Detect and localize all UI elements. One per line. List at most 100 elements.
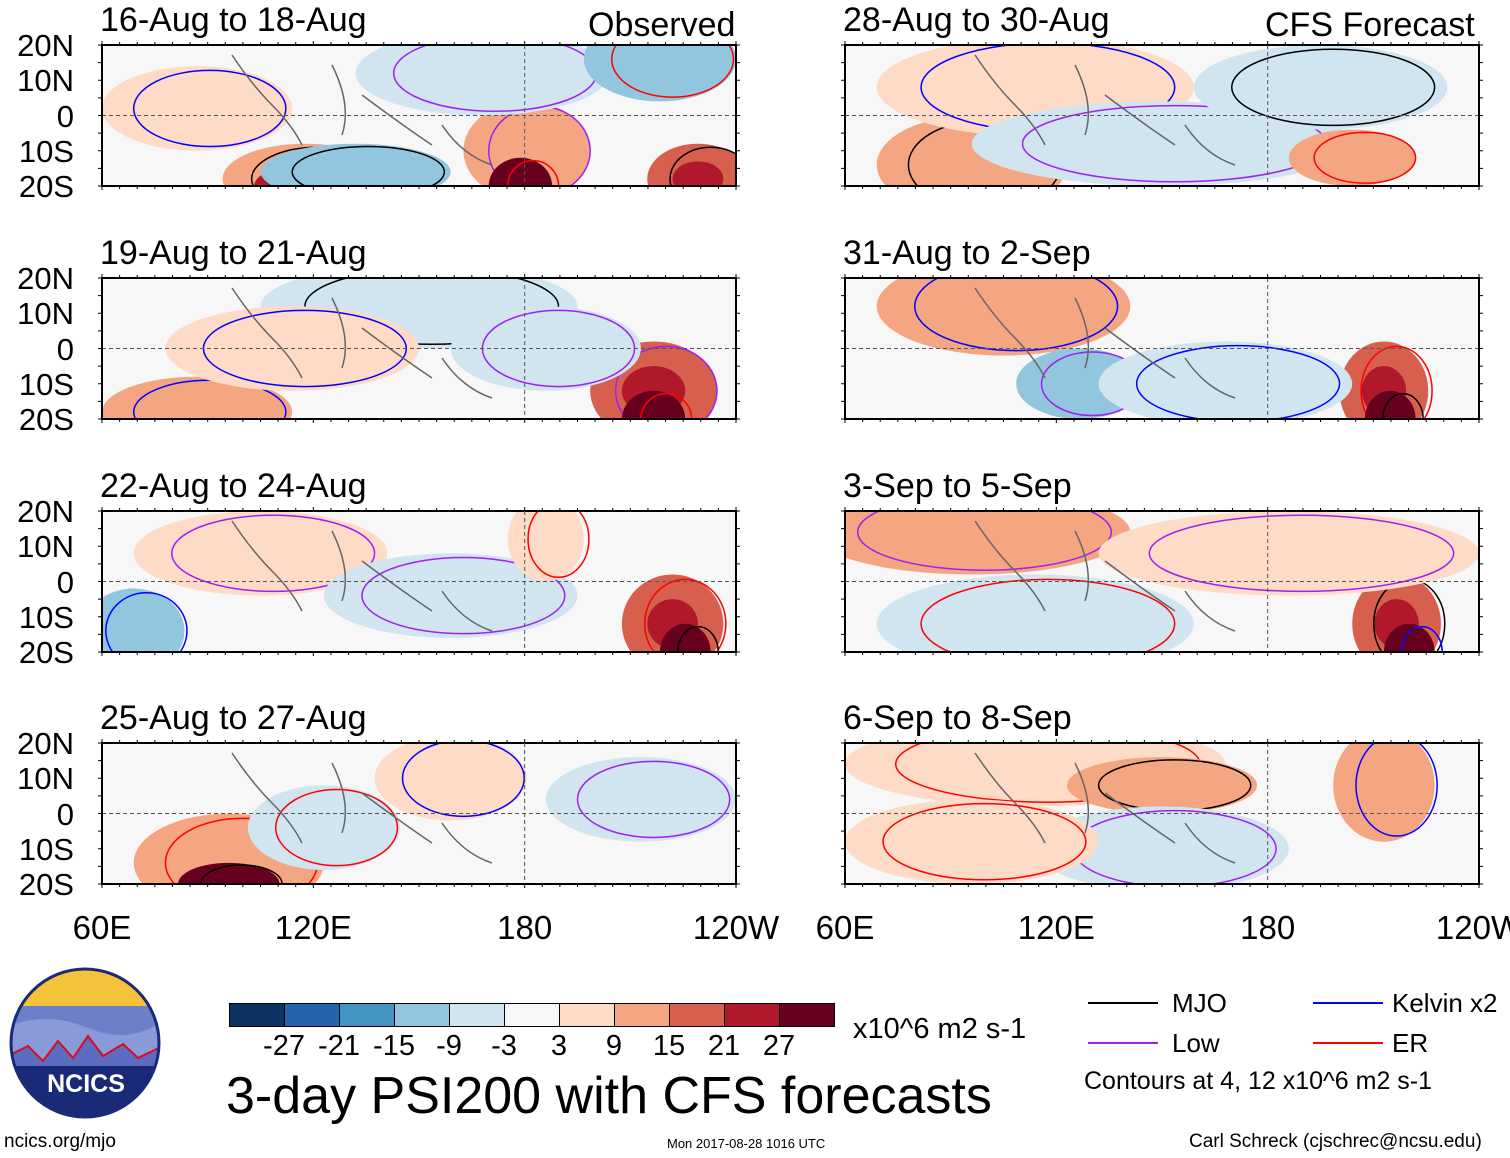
anomaly-shading — [133, 511, 388, 596]
lat-label: 10N — [17, 529, 74, 565]
wave-contour — [856, 511, 1112, 571]
anomaly-shading — [374, 743, 527, 821]
wave-contour — [914, 278, 1119, 352]
wave-contour — [676, 625, 719, 652]
lat-label: 20S — [18, 402, 74, 437]
wave-contour — [274, 788, 399, 867]
legend-er: ER — [1392, 1028, 1429, 1058]
panel-title: 28-Aug to 30-Aug — [843, 1, 1110, 39]
colorbar-label: 9 — [605, 1030, 623, 1062]
anomaly-shading — [323, 553, 578, 638]
panel-title: 6-Sep to 8-Sep — [843, 699, 1072, 737]
colorbar-label: 3 — [550, 1030, 568, 1062]
map-panel — [98, 274, 740, 423]
colorbar-label: -9 — [436, 1030, 462, 1062]
colorbar-units: x10^6 m2 s-1 — [853, 1013, 1027, 1045]
legend-mjo: MJO — [1172, 988, 1227, 1018]
lat-label: 10N — [17, 761, 74, 797]
wave-contour — [170, 514, 376, 593]
anomaly-shading — [463, 101, 591, 186]
anomaly-shading — [1066, 757, 1258, 814]
forecast-label: CFS Forecast — [1265, 6, 1475, 44]
wave-contour — [920, 578, 1176, 652]
anomaly-shading — [102, 66, 293, 151]
lon-label: 180 — [1240, 909, 1296, 946]
wave-contour — [643, 578, 727, 652]
coastline — [231, 287, 493, 399]
coastline — [231, 54, 493, 166]
coastline — [974, 54, 1236, 166]
legend-note: Contours at 4, 12 x10^6 m2 s-1 — [1084, 1067, 1433, 1095]
coastline — [231, 520, 493, 632]
colorbar-label: 27 — [762, 1030, 796, 1062]
colorbar-swatch — [340, 1004, 395, 1026]
wave-contour — [1360, 345, 1433, 419]
colorbar-swatch — [560, 1004, 615, 1026]
anomaly-shading — [1288, 129, 1416, 186]
colorbar-label: 15 — [652, 1030, 686, 1062]
anomaly-shading — [247, 785, 400, 870]
wave-contour — [507, 159, 560, 186]
lat-label: 10S — [18, 599, 74, 635]
lon-label: 120E — [1017, 909, 1095, 946]
footer-url[interactable]: ncics.org/mjo — [4, 1131, 116, 1152]
map-panel — [98, 41, 740, 190]
lat-label: 0 — [56, 331, 74, 367]
lat-label: 20N — [17, 494, 74, 529]
wave-contour — [1381, 392, 1424, 419]
colorbar-label: -15 — [373, 1030, 415, 1062]
colorbar-swatch — [230, 1004, 285, 1026]
colorbar-swatch — [670, 1004, 725, 1026]
colorbar-swatch — [780, 1004, 834, 1026]
anomaly-shading — [1098, 511, 1479, 596]
anomaly-shading — [1098, 341, 1353, 419]
panel-title: 25-Aug to 27-Aug — [100, 699, 367, 737]
lat-label: 10S — [18, 831, 74, 867]
coastline — [974, 752, 1236, 864]
anomaly-shading — [583, 45, 736, 102]
lat-label: 10S — [18, 366, 74, 402]
lon-label: 180 — [497, 909, 553, 946]
lat-label: 20N — [17, 28, 74, 63]
panel-title: 3-Sep to 5-Sep — [843, 467, 1072, 505]
legend-line-mjo — [1088, 1002, 1158, 1004]
colorbar-swatch — [450, 1004, 505, 1026]
lon-label: 60E — [72, 909, 132, 946]
colorbar — [229, 1003, 835, 1027]
colorbar-swatch — [505, 1004, 560, 1026]
lat-label: 20S — [18, 867, 74, 902]
colorbar-label: 21 — [707, 1030, 741, 1062]
panel-title: 22-Aug to 24-Aug — [100, 467, 367, 505]
lat-label: 20N — [17, 726, 74, 761]
wave-contour — [105, 592, 188, 652]
wave-contour — [1400, 625, 1443, 652]
wave-contour — [882, 802, 1087, 881]
wave-contour — [1313, 131, 1417, 184]
anomaly-shading — [1035, 806, 1289, 884]
lat-label: 20N — [17, 261, 74, 296]
wave-contour — [1148, 514, 1455, 593]
lat-label: 20S — [18, 635, 74, 670]
coastline — [974, 287, 1236, 399]
wave-contour — [304, 278, 560, 346]
anomaly-shading — [102, 588, 185, 652]
ncics-logo: NCICS — [9, 967, 161, 1119]
legend-line-low — [1088, 1042, 1158, 1044]
lon-label: 60E — [815, 909, 875, 946]
colorbar-label: -21 — [318, 1030, 360, 1062]
timestamp: Mon 2017-08-28 1016 UTC — [667, 1136, 826, 1151]
wave-contour — [1230, 48, 1436, 127]
observed-label: Observed — [588, 6, 736, 44]
legend-line-kelvin — [1313, 1002, 1383, 1004]
panel-title: 31-Aug to 2-Sep — [843, 234, 1091, 272]
coastline — [231, 752, 493, 864]
lon-label: 120W — [692, 909, 780, 946]
wave-contour — [640, 392, 693, 419]
wave-contour — [361, 556, 566, 635]
wave-contour — [1135, 344, 1341, 419]
map-panel — [841, 274, 1483, 423]
colorbar-label: -3 — [491, 1030, 517, 1062]
colorbar-swatch — [285, 1004, 340, 1026]
lat-label: 20S — [18, 169, 74, 204]
map-panel — [841, 41, 1483, 190]
